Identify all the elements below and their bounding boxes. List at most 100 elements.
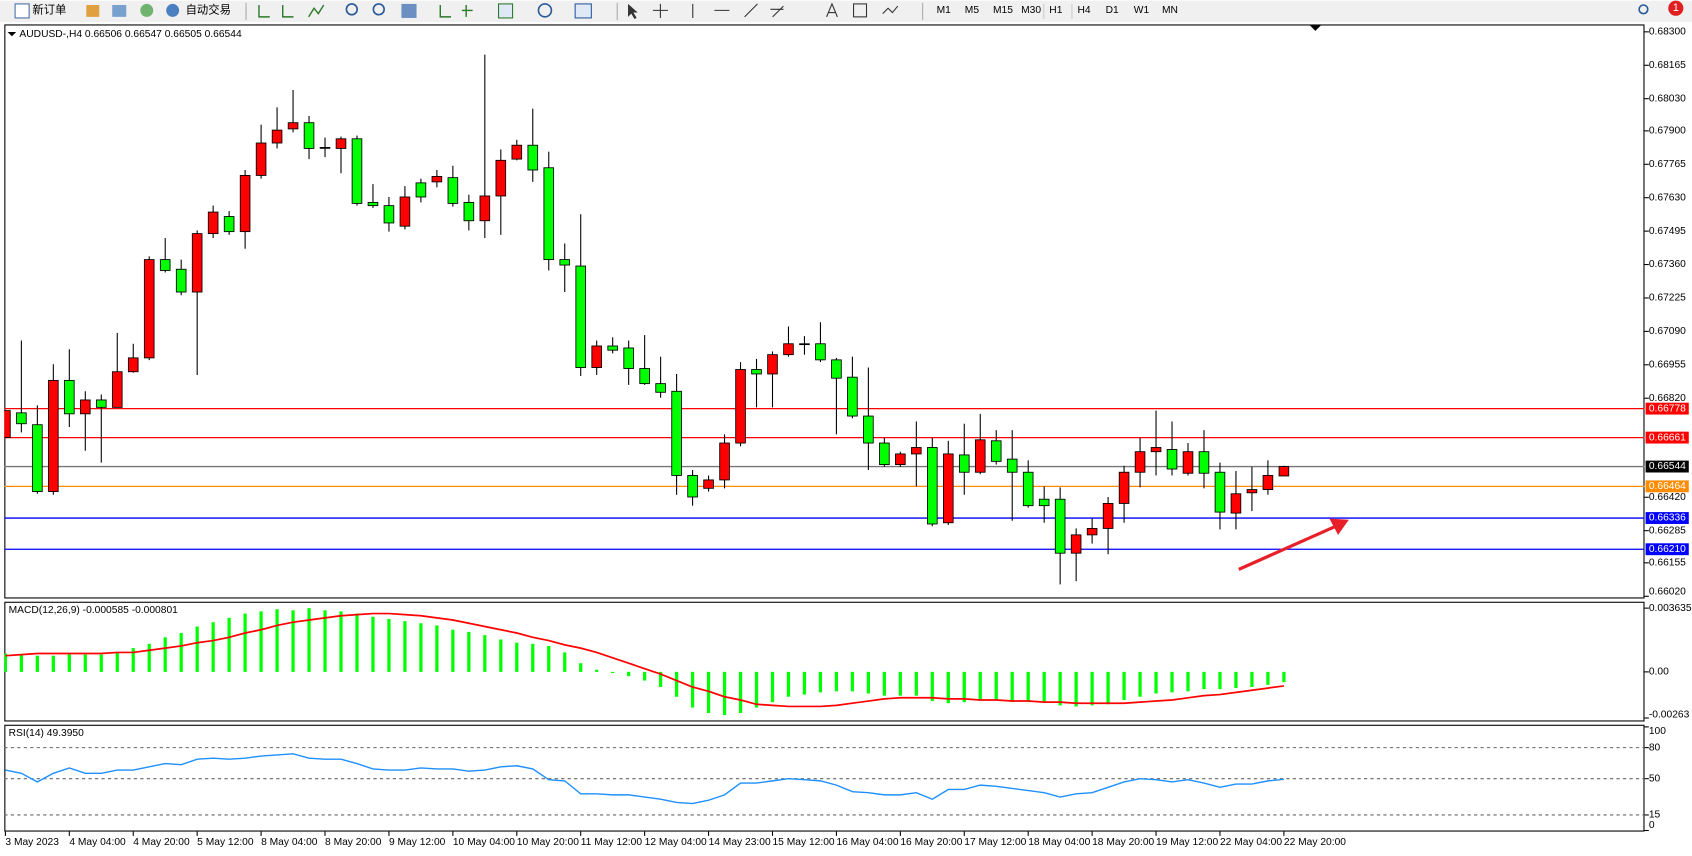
candle-body (990, 440, 1002, 462)
new-order-label[interactable]: 新订单 (32, 2, 66, 16)
candle-body (543, 167, 555, 261)
price-plot (4, 54, 1645, 585)
timeframe-button[interactable]: H1 (1049, 5, 1062, 16)
chart-shift-marker (1310, 25, 1321, 31)
macd-bar (563, 652, 567, 672)
tool-icon[interactable] (140, 3, 154, 17)
candle-body (271, 129, 283, 144)
macd-bar (643, 671, 647, 681)
auto-trading-icon[interactable] (166, 3, 180, 17)
label-tool[interactable] (853, 3, 868, 18)
candle-body (958, 454, 970, 473)
level-label: 0.66464 (1649, 481, 1686, 492)
notification-badge[interactable] (1668, 0, 1684, 16)
y-tick-label: 0.67900 (1649, 126, 1686, 137)
template-icon[interactable] (574, 3, 592, 19)
macd-bar (1154, 671, 1158, 694)
candle-body (335, 138, 347, 149)
level-label-box (1645, 480, 1689, 493)
timeframe-button[interactable]: MN (1162, 5, 1178, 16)
macd-bar (1170, 671, 1174, 693)
macd-bar (307, 608, 311, 672)
y-tick-label: 0.67360 (1649, 259, 1686, 270)
y-tick-label: -0.00263 (1649, 710, 1690, 721)
candle-body (1198, 451, 1210, 474)
timeframe-button[interactable]: M1 (937, 5, 952, 16)
period-icon[interactable] (537, 3, 553, 18)
rsi-title: RSI(14) 49.3950 (9, 728, 85, 739)
macd-bar (1266, 671, 1270, 685)
macd-bar (211, 622, 215, 672)
auto-trading-label[interactable]: 自动交易 (186, 2, 231, 16)
candle-body (559, 259, 571, 266)
timeframe-button[interactable]: M5 (965, 5, 980, 16)
candle-body (351, 138, 363, 204)
rsi-plot (4, 747, 1645, 816)
timeframe-button[interactable]: M15 (993, 5, 1013, 16)
level-label-box (1645, 431, 1689, 444)
candle-body (815, 343, 826, 361)
x-tick-label: 11 May 12:00 (581, 837, 643, 848)
indicator-icon[interactable] (497, 3, 514, 19)
candle-body (607, 345, 618, 351)
chart-type-icons[interactable] (258, 4, 325, 18)
macd-bar (914, 671, 918, 696)
macd-bar (659, 671, 663, 687)
scroll-icons[interactable] (439, 4, 473, 18)
tool-icon[interactable] (112, 5, 127, 17)
candle-body (799, 343, 810, 346)
timeframe-button[interactable]: H4 (1077, 5, 1090, 16)
macd-bar (1138, 671, 1142, 697)
macd-bar (483, 635, 487, 672)
text-tool[interactable] (826, 2, 838, 18)
macd-bar (1202, 671, 1206, 690)
x-tick-label: 8 May 04:00 (261, 837, 318, 848)
new-order-icon[interactable] (14, 3, 30, 19)
candle-body (895, 453, 906, 466)
timeframes: M1 M5 M15 M30 H1 H4 D1 W1 MN (937, 3, 1178, 20)
macd-bar (499, 639, 503, 672)
macd-bar (898, 671, 902, 696)
tool-icon[interactable] (86, 5, 100, 17)
y-tick-label: 0.67090 (1649, 326, 1686, 337)
macd-bar (674, 671, 679, 697)
candle-body (1246, 489, 1258, 494)
zoom-in[interactable] (345, 3, 358, 16)
candle-body (287, 122, 299, 130)
macd-bar (946, 671, 950, 704)
timeframe-button[interactable]: M30 (1021, 5, 1041, 16)
y-tick-label: 0.66955 (1649, 360, 1686, 371)
candle-body (1022, 471, 1034, 507)
timeframe-button[interactable]: W1 (1134, 5, 1150, 16)
macd-bar (802, 671, 807, 695)
candle-body (367, 201, 379, 207)
candle-body (4, 410, 11, 439)
timeframe-button[interactable]: D1 (1106, 5, 1119, 16)
candle-body (319, 147, 331, 149)
macd-bar (195, 626, 199, 672)
candle-body (783, 343, 794, 356)
y-tick-label: 0.00 (1649, 667, 1669, 678)
price-panel (4, 24, 1645, 599)
tile-icon[interactable] (401, 3, 417, 18)
macd-bar (403, 621, 407, 672)
macd-bar (4, 653, 8, 672)
symbol-menu-icon[interactable] (7, 31, 17, 37)
candle-body (671, 390, 682, 476)
candle-body (831, 359, 842, 379)
shapes-tool[interactable] (882, 5, 899, 15)
annotation-arrow (1238, 518, 1349, 571)
drawing-tools[interactable] (652, 3, 784, 18)
search-icon[interactable] (1638, 4, 1649, 15)
macd-bar (227, 617, 231, 672)
zoom-out[interactable] (372, 3, 385, 16)
macd-bar (722, 671, 727, 716)
macd-bar (371, 616, 375, 672)
candle-body (1070, 534, 1082, 554)
candle-body (655, 383, 666, 393)
candle-body (495, 159, 507, 197)
signal-line (5, 612, 1285, 708)
candle-body (1166, 449, 1178, 470)
cursor-tool[interactable] (628, 3, 638, 20)
